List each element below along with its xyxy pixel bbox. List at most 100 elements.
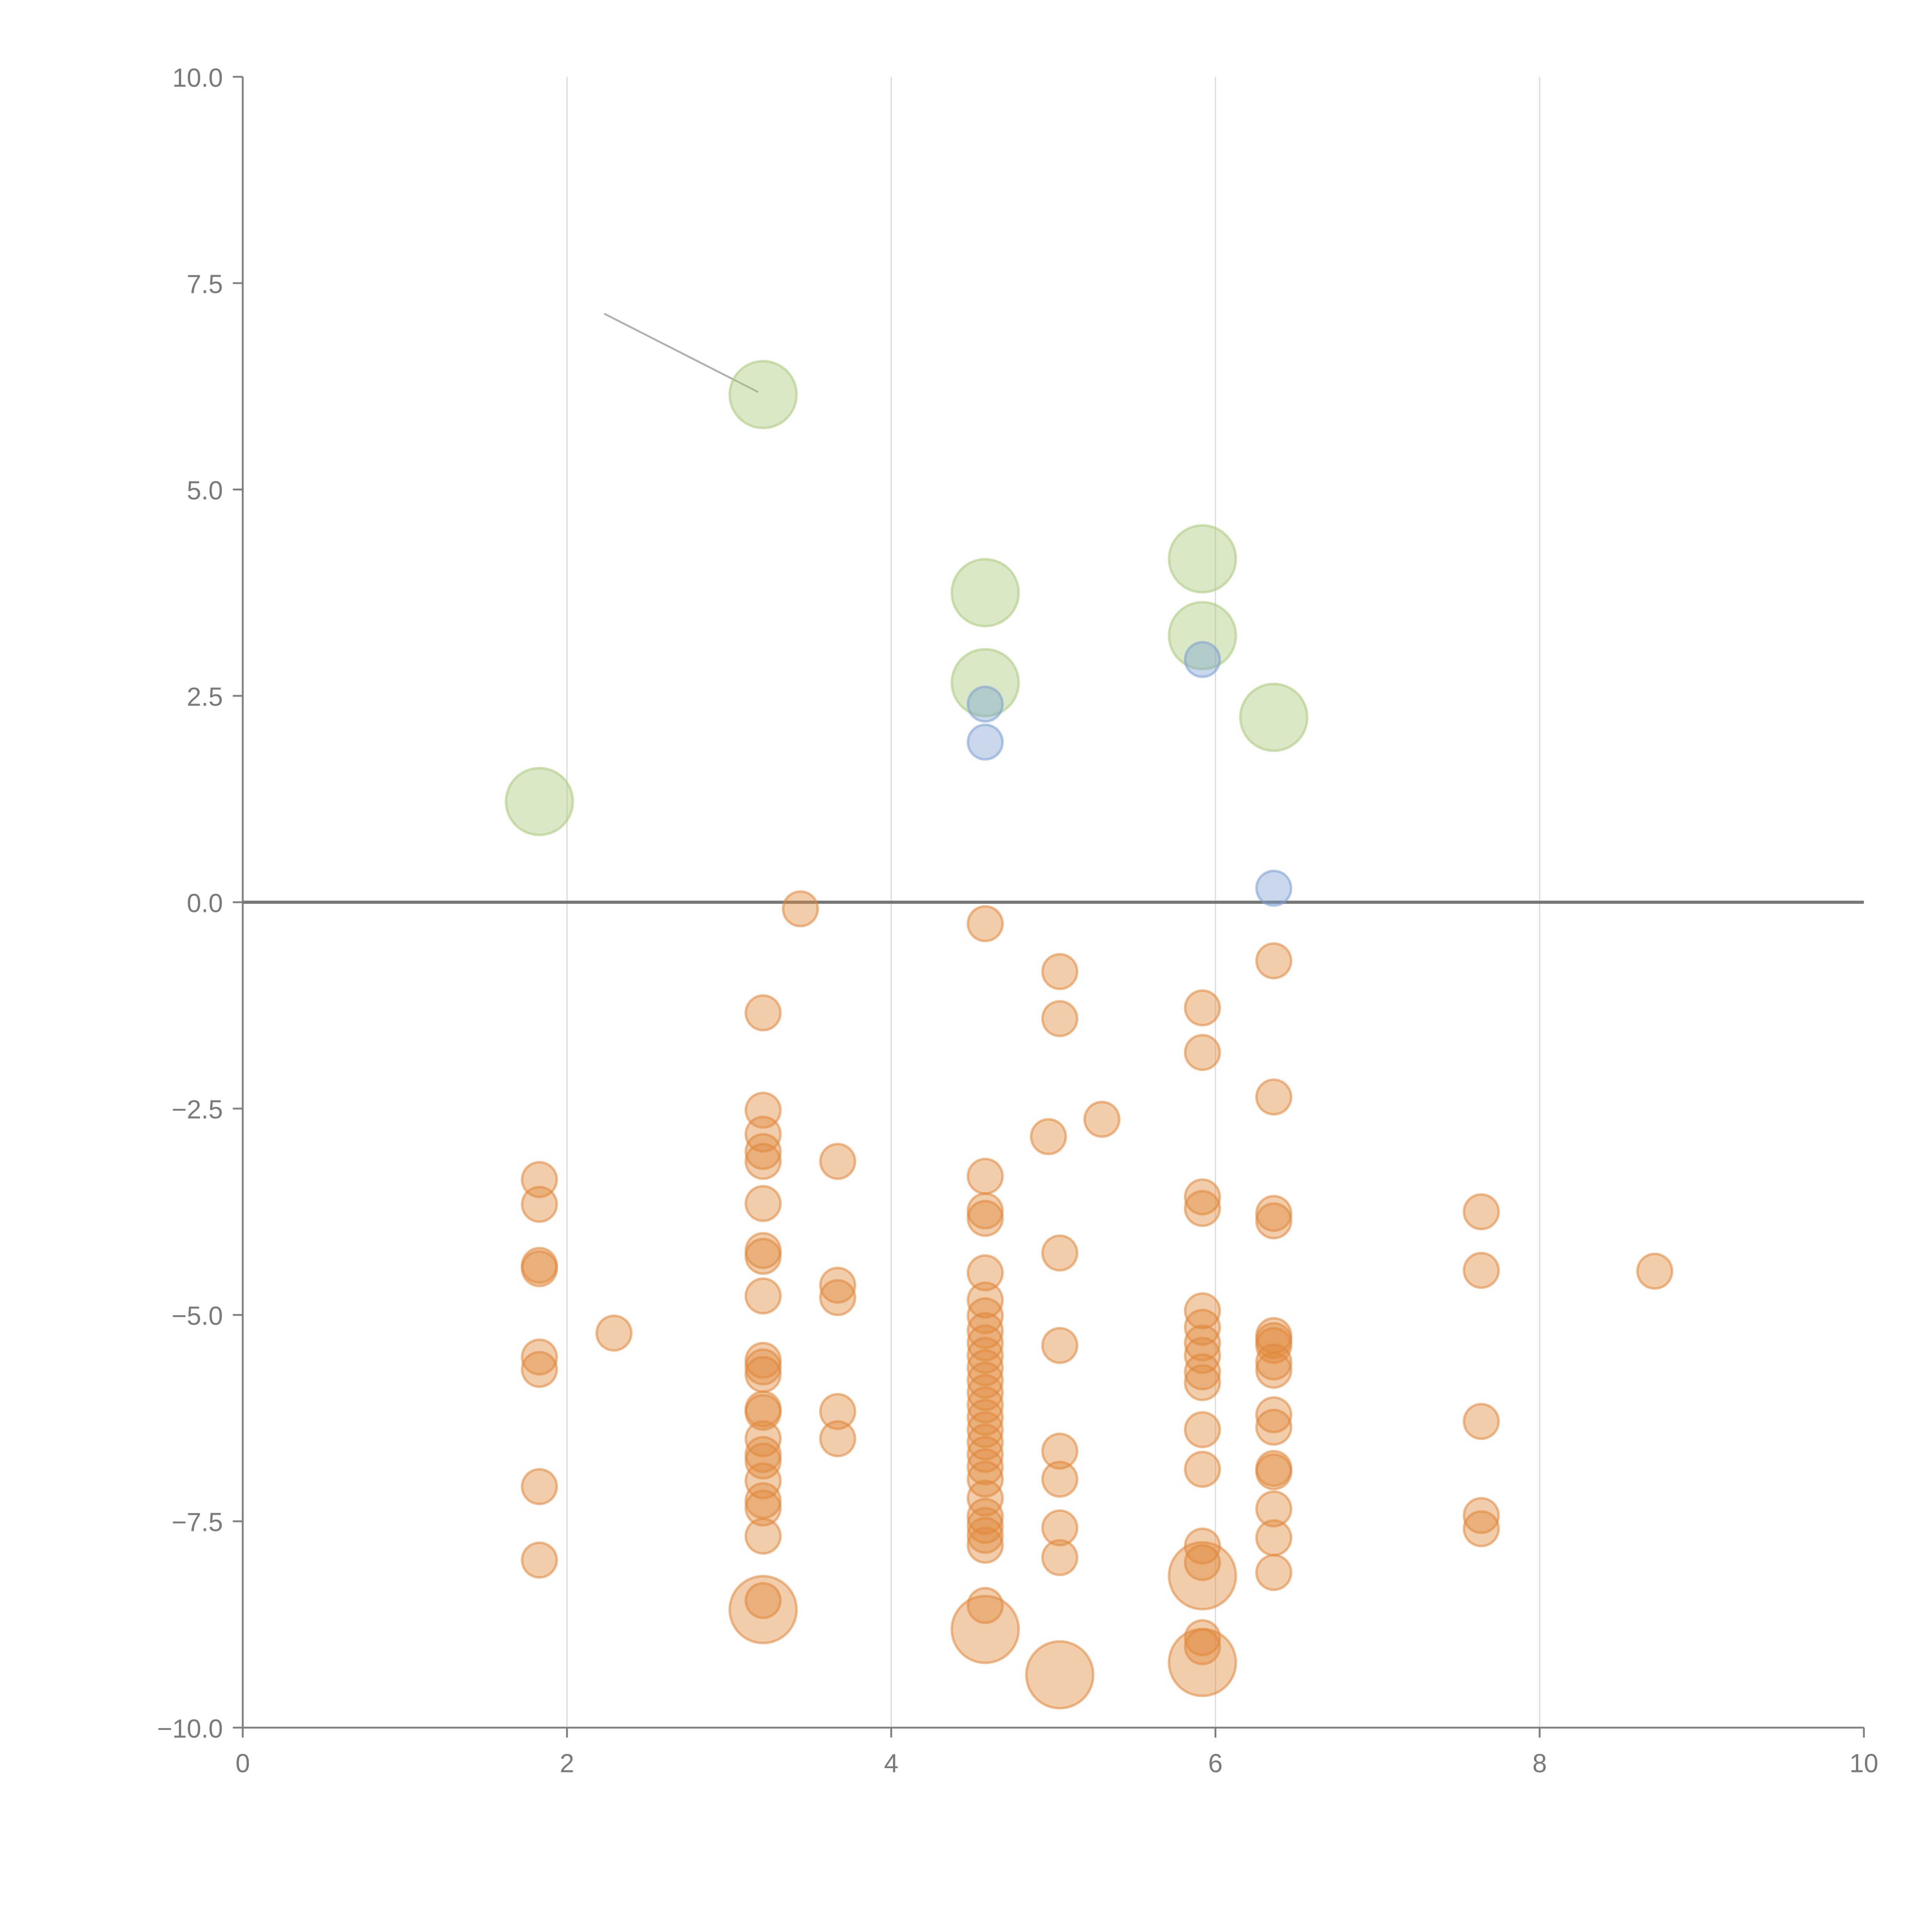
data-point-orange bbox=[1463, 1193, 1500, 1231]
data-point-orange bbox=[1184, 1628, 1221, 1665]
data-point-orange bbox=[1041, 1539, 1078, 1577]
data-point-orange bbox=[1041, 1327, 1078, 1364]
data-point-green bbox=[505, 767, 574, 837]
y-tick-label: −2.5 bbox=[172, 1095, 223, 1124]
data-point-orange bbox=[744, 1133, 782, 1170]
data-point-orange bbox=[966, 1526, 1004, 1564]
data-point-orange bbox=[1255, 1490, 1293, 1528]
x-tick-label: 2 bbox=[560, 1749, 574, 1778]
data-point-orange bbox=[1463, 1403, 1500, 1440]
x-tick-label: 10 bbox=[1849, 1749, 1878, 1778]
data-point-orange bbox=[744, 1442, 782, 1480]
y-tick-label: 0.0 bbox=[187, 889, 223, 918]
y-tick-label: −7.5 bbox=[172, 1508, 223, 1537]
data-point-green bbox=[728, 360, 798, 429]
data-point-orange bbox=[1255, 1554, 1293, 1591]
data-point-orange bbox=[1083, 1100, 1121, 1138]
x-tick-label: 0 bbox=[235, 1749, 250, 1778]
data-point-green bbox=[1168, 524, 1237, 594]
data-point-orange bbox=[1184, 1364, 1221, 1401]
data-point-orange bbox=[744, 1517, 782, 1555]
data-point-blue bbox=[966, 723, 1004, 761]
data-point-orange bbox=[1184, 1353, 1221, 1391]
y-tick-label: 7.5 bbox=[187, 270, 223, 299]
data-point-orange-large bbox=[1025, 1640, 1095, 1710]
data-point-orange bbox=[1184, 1190, 1221, 1227]
data-point-orange bbox=[744, 1143, 782, 1180]
data-point-blue bbox=[1255, 869, 1293, 907]
data-point-orange bbox=[1041, 953, 1078, 990]
data-point-orange bbox=[966, 1498, 1004, 1535]
data-point-orange bbox=[1636, 1252, 1673, 1290]
data-point-orange bbox=[1184, 1309, 1221, 1346]
data-point-orange bbox=[744, 1185, 782, 1222]
x-tick-label: 6 bbox=[1208, 1749, 1223, 1778]
data-point-orange bbox=[819, 1420, 857, 1458]
data-point-green bbox=[951, 558, 1020, 628]
y-tick-label: 5.0 bbox=[187, 476, 223, 505]
data-point-orange bbox=[1255, 1396, 1293, 1434]
data-point-green bbox=[1239, 682, 1309, 752]
data-point-orange bbox=[744, 1238, 782, 1275]
data-point-orange bbox=[1184, 1324, 1221, 1362]
data-point-orange bbox=[744, 1277, 782, 1315]
data-point-orange bbox=[1041, 1461, 1078, 1498]
data-point-orange bbox=[819, 1279, 857, 1316]
data-point-blue bbox=[1184, 641, 1221, 678]
data-point-orange bbox=[966, 1297, 1004, 1335]
data-point-orange bbox=[1463, 1510, 1500, 1548]
data-point-orange bbox=[520, 1541, 558, 1579]
data-point-orange bbox=[744, 1355, 782, 1393]
data-point-orange bbox=[966, 905, 1004, 942]
data-point-orange bbox=[595, 1314, 633, 1352]
data-point-orange bbox=[966, 1281, 1004, 1319]
data-point-orange bbox=[744, 1462, 782, 1500]
data-points bbox=[505, 360, 1673, 1710]
x-tick-label: 4 bbox=[884, 1749, 898, 1778]
y-tick-label: 10.0 bbox=[172, 63, 223, 92]
data-point-orange bbox=[1184, 1619, 1221, 1656]
data-point-orange bbox=[1184, 1178, 1221, 1216]
data-point-orange bbox=[1255, 1453, 1293, 1491]
data-point-orange bbox=[1255, 1202, 1293, 1240]
data-point-orange bbox=[1041, 1000, 1078, 1037]
data-point-orange bbox=[744, 1394, 782, 1431]
data-point-orange bbox=[819, 1143, 857, 1180]
data-point-orange bbox=[1041, 1234, 1078, 1272]
data-point-orange bbox=[520, 1468, 558, 1505]
data-point-orange bbox=[1255, 1408, 1293, 1446]
data-point-orange bbox=[744, 1582, 782, 1619]
data-point-orange bbox=[1255, 1352, 1293, 1389]
data-point-orange bbox=[744, 1489, 782, 1527]
x-tick-label: 8 bbox=[1532, 1749, 1547, 1778]
data-point-orange bbox=[1184, 1034, 1221, 1071]
data-point-orange bbox=[819, 1267, 857, 1304]
data-point-orange bbox=[966, 1517, 1004, 1554]
data-point-orange bbox=[1255, 1519, 1293, 1556]
data-point-orange bbox=[520, 1338, 558, 1376]
data-point-orange bbox=[1184, 1411, 1221, 1449]
data-point-orange bbox=[966, 1587, 1004, 1624]
data-point-orange bbox=[1030, 1118, 1067, 1155]
data-point-orange bbox=[966, 1158, 1004, 1195]
data-point-orange bbox=[1255, 1343, 1293, 1381]
data-point-orange bbox=[1184, 1544, 1221, 1581]
data-point-orange bbox=[1184, 1451, 1221, 1488]
data-point-orange bbox=[520, 1185, 558, 1223]
data-point-orange bbox=[782, 890, 819, 928]
data-point-orange bbox=[520, 1250, 558, 1287]
data-point-orange bbox=[744, 994, 782, 1032]
data-point-orange bbox=[819, 1393, 857, 1430]
data-point-orange bbox=[966, 1507, 1004, 1544]
data-point-orange bbox=[966, 1448, 1004, 1486]
y-tick-label: 2.5 bbox=[187, 683, 223, 712]
tick-labels: 0 2 4 6 8 10 10.0 7.5 5.0 2.5 0.0 −2.5 −5.0 −7.5 −10.0 bbox=[157, 63, 1879, 1778]
data-point-orange bbox=[966, 1254, 1004, 1292]
data-point-orange bbox=[966, 1461, 1004, 1498]
data-point-orange bbox=[1255, 1078, 1293, 1116]
data-point-orange bbox=[1463, 1252, 1500, 1289]
y-tick-label: −10.0 bbox=[157, 1714, 223, 1743]
data-point-orange bbox=[966, 1200, 1004, 1237]
